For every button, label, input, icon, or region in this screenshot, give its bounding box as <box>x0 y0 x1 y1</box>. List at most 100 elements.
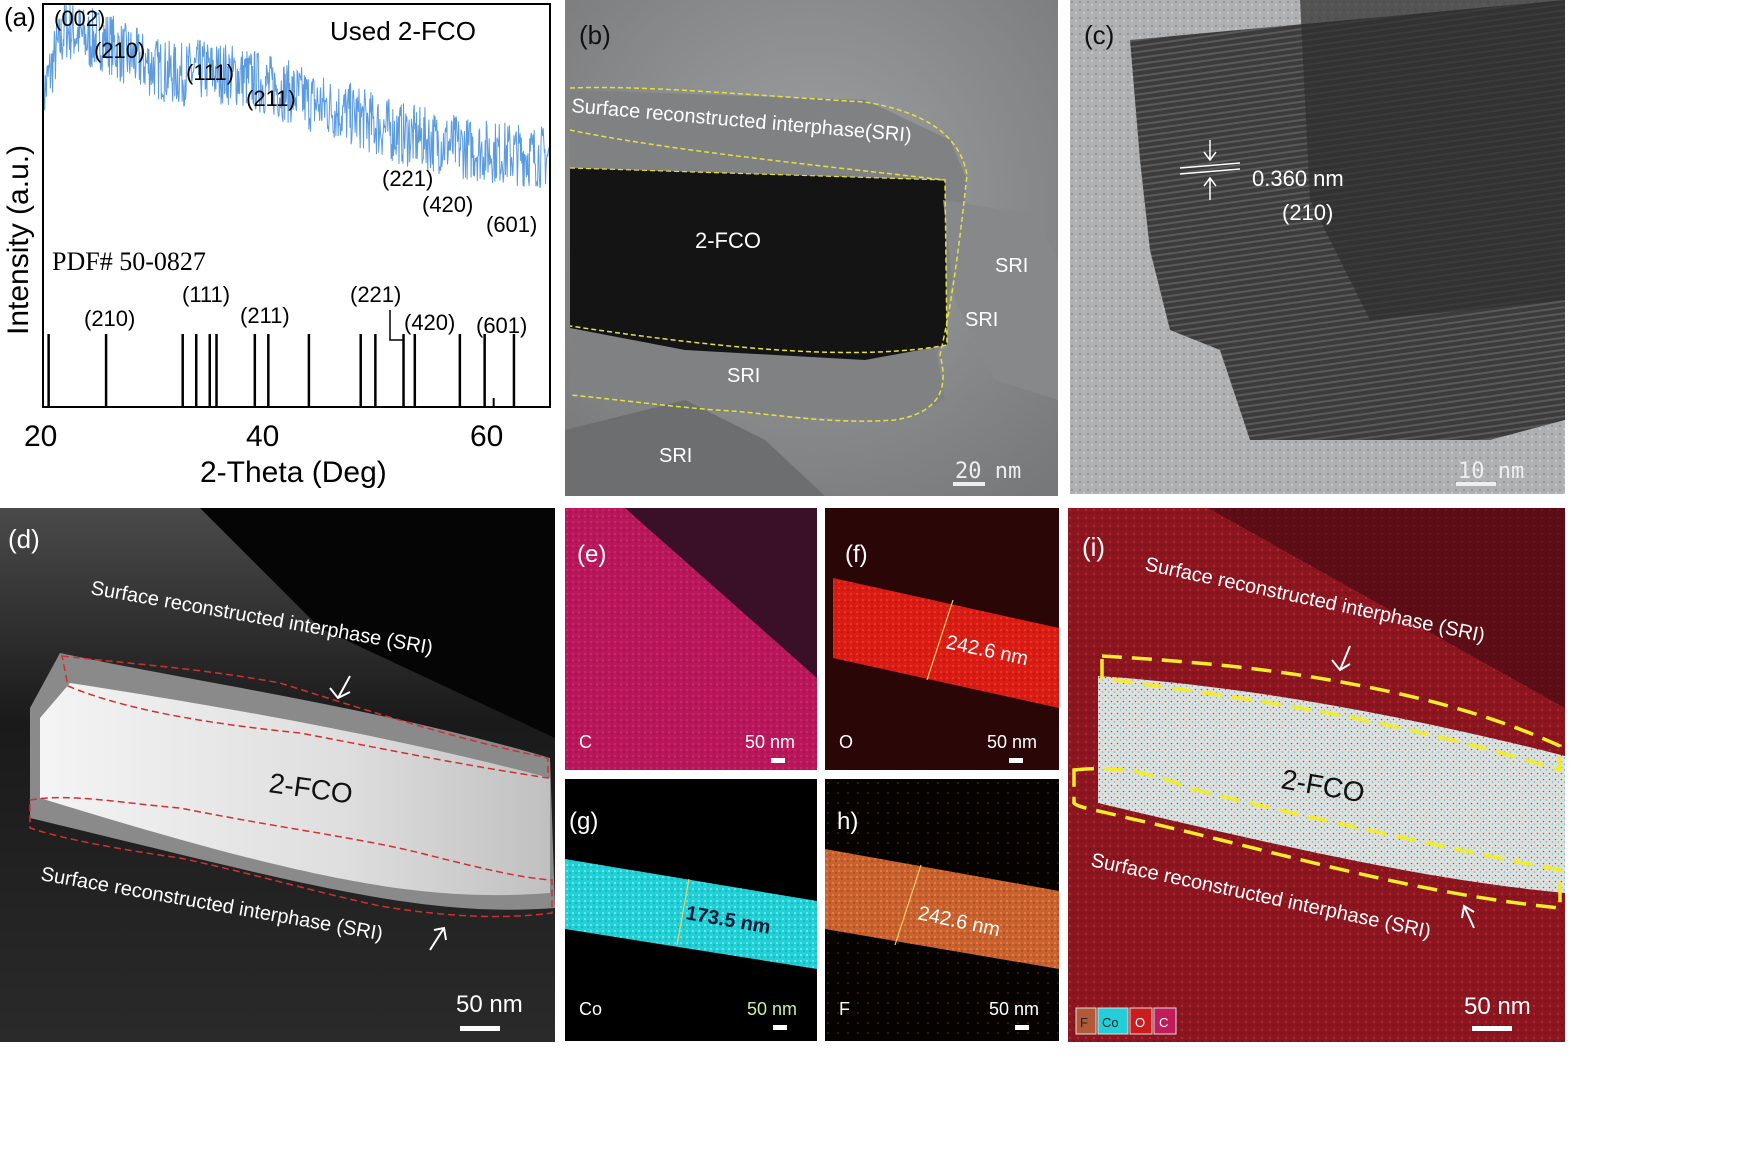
panel-a-xrd: (a) Used 2-FCO PDF# 50-0827 Intensity (a… <box>0 0 560 500</box>
legend-swatch-o <box>1129 1007 1153 1035</box>
panel-i-legend: F Co O C <box>1075 1007 1177 1035</box>
legend-swatch-f <box>1075 1007 1097 1035</box>
xrd-plot-frame <box>42 3 551 408</box>
panel-d-image: (d) Surface reconstructed interphase (SR… <box>0 508 555 1042</box>
panel-f-element: O <box>839 732 853 752</box>
xrd-pdf-label: PDF# 50-0827 <box>52 247 206 276</box>
sri-outline-d-bottom <box>29 796 553 918</box>
panel-e-scale-label: 50 nm <box>745 732 795 752</box>
panel-b-sri-label-3: SRI <box>727 365 760 387</box>
panel-f-scale-label: 50 nm <box>987 732 1037 752</box>
xrd-y-axis-label: Intensity (a.u.) <box>2 145 35 335</box>
xrd-peak-210: (210) <box>94 38 145 63</box>
panel-a-label: (a) <box>4 2 36 32</box>
cobalt-region-g <box>565 859 817 969</box>
panel-b-sri-label-4: SRI <box>659 445 692 467</box>
panel-i-image: (i) Surface reconstructed interphase (SR… <box>1068 508 1565 1042</box>
panel-e-element: C <box>579 732 592 752</box>
panel-c-label: (c) <box>1084 20 1114 50</box>
xrd-ref-420: (420) <box>404 310 455 335</box>
xrd-ref-221: (221) <box>350 282 401 307</box>
panel-e-carbon-map: (e) C 50 nm <box>565 508 817 770</box>
panel-h-fluorine-map: h) 242.6 nm F 50 nm <box>825 779 1059 1041</box>
panel-h-element: F <box>839 999 850 1019</box>
xrd-ref-211: (211) <box>240 303 290 328</box>
panel-i-scale-bar <box>1472 1026 1512 1031</box>
particle-core-b <box>570 168 947 360</box>
panel-h-image: h) 242.6 nm F 50 nm <box>825 779 1059 1041</box>
xrd-peak-111: (111) <box>186 60 234 85</box>
sri-outline-d-top-outer <box>61 655 549 779</box>
panel-c-scale-bar <box>1456 482 1496 486</box>
panel-d-scale-label: 50 nm <box>456 991 523 1018</box>
sri-outline-i-bottom <box>1072 766 1562 910</box>
xrd-xtick-40: 40 <box>246 420 279 453</box>
panel-d-arrow-top <box>329 675 351 700</box>
panel-i-overlay-map: (i) Surface reconstructed interphase (SR… <box>1068 508 1565 1042</box>
xrd-peak-221: (221) <box>382 166 433 191</box>
panel-d-label: (d) <box>8 524 40 554</box>
panel-g-width-marker <box>676 878 690 946</box>
xrd-peak-002: (002) <box>54 6 105 31</box>
legend-label-c: C <box>1159 1015 1168 1030</box>
panel-c-plane: (210) <box>1282 200 1333 225</box>
panel-c-image: (c) 0.360 nm (210) 10 nm <box>1070 0 1565 494</box>
panel-h-scale-label: 50 nm <box>989 999 1039 1019</box>
oxygen-region-f <box>833 578 1059 708</box>
panel-g-image: (g) 173.5 nm Co 50 nm <box>565 779 817 1041</box>
panel-d-haadf: (d) Surface reconstructed interphase (SR… <box>0 508 555 1042</box>
panel-i-arrow-bottom <box>1461 904 1475 929</box>
legend-label-co: Co <box>1102 1015 1119 1030</box>
panel-b-label: (b) <box>579 20 611 50</box>
xrd-peak-420: (420) <box>422 192 473 217</box>
lattice-arrow-up <box>1203 176 1217 200</box>
xrd-ref-221-leader <box>389 310 404 341</box>
panel-e-scale-bar <box>771 758 785 763</box>
panel-h-label: h) <box>837 808 858 835</box>
panel-b-scale-label: 20 nm <box>955 459 1021 484</box>
panel-c-hrtem: (c) 0.360 nm (210) 10 nm <box>1070 0 1565 494</box>
panel-e-label: (e) <box>577 541 606 568</box>
legend-swatch-co <box>1097 1007 1129 1035</box>
panel-g-cobalt-map: (g) 173.5 nm Co 50 nm <box>565 779 817 1041</box>
panel-b-sri-label-1: SRI <box>995 255 1028 277</box>
panel-g-scale-bar <box>773 1025 787 1030</box>
panel-f-oxygen-map: (f) 242.6 nm O 50 nm <box>825 508 1059 770</box>
xrd-ref-111: (111) <box>182 282 230 307</box>
panel-g-element: Co <box>579 999 602 1019</box>
panel-b-core-label: 2-FCO <box>695 228 761 253</box>
fluorine-region-h <box>825 849 1059 969</box>
panel-e-image: (e) C 50 nm <box>565 508 817 770</box>
panel-c-scale-label: 10 nm <box>1458 459 1524 484</box>
panel-b-tem: (b) Surface reconstructed interphase(SRI… <box>565 0 1058 496</box>
xrd-ref-210: (210) <box>84 306 135 331</box>
xrd-ref-601: (601) <box>476 313 527 338</box>
xrd-series-line <box>42 3 551 189</box>
xrd-sample-name: Used 2-FCO <box>330 16 476 46</box>
particle-core-i <box>1098 676 1565 893</box>
panel-b-sri-label-2: SRI <box>965 309 998 331</box>
xrd-peak-601: (601) <box>486 212 537 237</box>
panel-h-width-marker <box>894 864 922 946</box>
sri-outline-i-top <box>1100 654 1562 773</box>
panel-g-scale-label: 50 nm <box>747 999 797 1019</box>
panel-f-label: (f) <box>845 541 868 568</box>
lattice-marker-line-1 <box>1179 162 1241 169</box>
panel-i-scale-label: 50 nm <box>1464 993 1531 1020</box>
xrd-x-axis-label: 2-Theta (Deg) <box>200 456 387 489</box>
xrd-xtick-60: 60 <box>470 420 503 453</box>
panel-f-scale-bar <box>1009 758 1023 763</box>
panel-g-label: (g) <box>569 808 598 835</box>
xrd-chart: (a) Used 2-FCO PDF# 50-0827 Intensity (a… <box>2 2 551 489</box>
panel-f-width-marker <box>926 599 954 681</box>
legend-swatch-c <box>1153 1007 1177 1035</box>
panel-b-scale-bar <box>953 482 985 486</box>
lattice-arrow-down <box>1203 140 1217 162</box>
lattice-marker-line-2 <box>1179 168 1241 175</box>
legend-label-f: F <box>1080 1015 1088 1030</box>
carbon-region-e <box>565 508 817 770</box>
legend-label-o: O <box>1135 1015 1145 1030</box>
particle-core-d <box>40 683 550 896</box>
panel-f-image: (f) 242.6 nm O 50 nm <box>825 508 1059 770</box>
sri-outline-b-outer <box>569 86 968 422</box>
